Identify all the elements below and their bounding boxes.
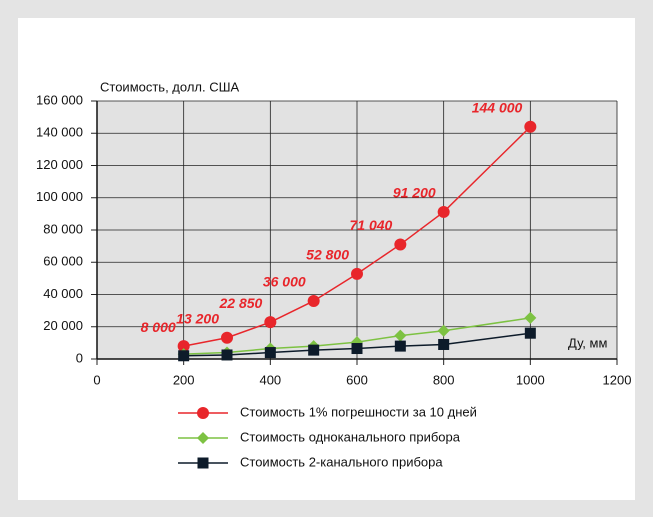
data-point [437, 324, 450, 337]
data-point [221, 349, 233, 361]
data-point [178, 350, 190, 362]
y-tick-label: 120 000 [36, 157, 83, 172]
data-point [394, 238, 407, 251]
y-tick-label: 160 000 [36, 92, 83, 107]
data-label: 144 000 [472, 100, 523, 116]
legend-label: Стоимость 2-канального прибора [240, 454, 443, 469]
x-tick-label: 400 [259, 372, 281, 387]
data-point [308, 344, 320, 356]
series-line [183, 317, 531, 355]
data-point [438, 338, 450, 350]
legend-marker [197, 457, 209, 469]
data-label: 22 850 [219, 295, 263, 311]
x-axis-label: Ду, мм [568, 335, 607, 350]
data-point [437, 205, 450, 218]
data-point [394, 340, 406, 352]
y-tick-label: 100 000 [36, 189, 83, 204]
data-point [264, 347, 276, 359]
data-point [221, 331, 233, 344]
data-point [351, 267, 363, 280]
data-label: 8 000 [141, 319, 176, 335]
legend-marker [197, 407, 209, 419]
series-line [183, 332, 531, 357]
x-tick-label: 200 [173, 372, 195, 387]
legend-marker [197, 432, 209, 444]
data-label: 36 000 [263, 274, 306, 290]
x-tick-label: 600 [346, 372, 368, 387]
y-tick-label: 40 000 [43, 286, 83, 301]
series-line [183, 126, 531, 347]
legend-label: Стоимость одноканального прибора [240, 429, 461, 444]
x-tick-label: 1200 [603, 372, 632, 387]
x-tick-label: 800 [433, 372, 455, 387]
x-tick-label: 1000 [516, 372, 545, 387]
data-point [394, 329, 407, 342]
y-tick-label: 140 000 [36, 125, 83, 140]
data-point [351, 343, 363, 355]
y-tick-label: 60 000 [43, 254, 83, 269]
data-point [307, 294, 320, 307]
legend-label: Стоимость 1% погрешности за 10 дней [240, 404, 477, 419]
data-label: 52 800 [306, 247, 349, 263]
data-point [524, 120, 537, 133]
data-point [264, 316, 277, 329]
y-tick-label: 0 [76, 350, 83, 365]
data-point [524, 311, 537, 324]
x-tick-label: 0 [93, 372, 100, 387]
data-label: 91 200 [393, 185, 436, 201]
data-label: 71 040 [350, 217, 393, 233]
y-tick-label: 80 000 [43, 221, 83, 236]
y-tick-label: 20 000 [43, 318, 83, 333]
data-point [524, 327, 536, 339]
y-axis-label: Стоимость, долл. США [100, 79, 240, 94]
data-label: 13 200 [176, 310, 219, 326]
data-point [177, 340, 190, 353]
